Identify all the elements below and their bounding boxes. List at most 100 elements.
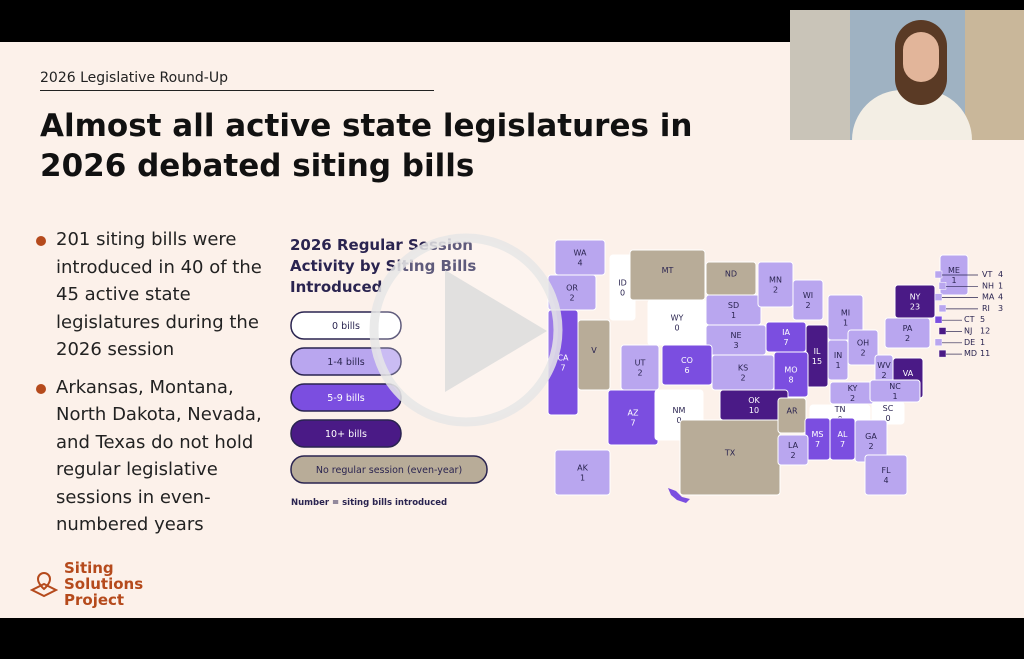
state-shape: [934, 293, 943, 301]
state-count: 15: [812, 357, 822, 366]
logo-text: Siting Solutions Project: [64, 559, 144, 609]
state-abbr: KS: [738, 364, 748, 373]
state-abbr: V: [591, 346, 597, 355]
legend-label: 5-9 bills: [327, 393, 364, 404]
state-count: 7: [560, 364, 565, 373]
state-shape: [554, 449, 611, 496]
state-count: 7: [815, 440, 820, 449]
state-abbr: CA: [557, 354, 569, 363]
state-count: 2: [860, 349, 865, 358]
state-count: 4: [577, 259, 582, 268]
state-count: 1: [835, 361, 840, 370]
state-abbr: WI: [803, 291, 813, 300]
state-abbr: AZ: [628, 409, 639, 418]
legend-label: 0 bills: [332, 321, 360, 332]
state-count: 1: [843, 319, 848, 328]
state-shape: [705, 294, 762, 326]
callout-count: 5: [980, 315, 985, 324]
state-count: 23: [910, 303, 920, 312]
bullet-list: 201 siting bills were introduced in 40 o…: [36, 226, 276, 549]
state-count: 4: [883, 476, 888, 485]
map-title-line: 2026 Regular Session: [290, 236, 473, 254]
state-count: 2: [805, 301, 810, 310]
state-shape: [711, 354, 775, 391]
state-shape: [938, 327, 947, 335]
legend-label: 1-4 bills: [327, 357, 364, 368]
callout-count: 12: [980, 327, 990, 336]
state-abbr: OH: [857, 339, 869, 348]
state-abbr: WY: [671, 314, 684, 323]
state-abbr: WV: [877, 361, 891, 370]
state-abbr: MT: [662, 266, 674, 275]
state-shape: [884, 317, 931, 349]
map-title-line: Activity by Siting Bills: [290, 257, 476, 275]
state-abbr: CO: [681, 356, 693, 365]
state-count: 2: [881, 371, 886, 380]
state-shape: [629, 249, 706, 301]
callout-count: 3: [998, 304, 1003, 313]
state-shape: [777, 397, 807, 434]
state-abbr: ND: [725, 270, 737, 279]
state-abbr: ID: [618, 279, 627, 288]
callout-abbr: RI: [982, 304, 990, 313]
state-count: 0: [674, 324, 679, 333]
state-count: 2: [773, 286, 778, 295]
legend-swatch: [290, 455, 488, 484]
callout-abbr: DE: [964, 338, 975, 347]
state-count: 7: [840, 440, 845, 449]
state-shape: [805, 324, 829, 388]
state-shape: [679, 419, 781, 496]
state-shape: [705, 261, 757, 296]
state-count: 2: [637, 369, 642, 378]
state-count: 7: [630, 419, 635, 428]
state-shape: [934, 338, 943, 347]
state-count: 1: [892, 392, 897, 401]
state-abbr: KY: [848, 384, 858, 393]
state-abbr: LA: [788, 441, 799, 450]
state-shape: [607, 389, 659, 446]
state-abbr: GA: [865, 432, 877, 441]
state-shape: [554, 239, 606, 276]
state-shape: [577, 319, 611, 391]
state-count: 1: [951, 276, 956, 285]
state-abbr: WA: [574, 249, 587, 258]
state-shape: [647, 299, 707, 346]
slide-title: Almost all active state legislatures in …: [40, 108, 693, 184]
state-abbr: MN: [769, 276, 782, 285]
state-count: 1: [580, 474, 585, 483]
state-abbr: IN: [834, 351, 842, 360]
bullet: 201 siting bills were introduced in 40 o…: [36, 226, 276, 364]
state-shape: [938, 349, 947, 358]
map-title: 2026 Regular Session Activity by Siting B…: [290, 236, 476, 296]
state-abbr: UT: [635, 359, 646, 368]
state-shape: [773, 351, 809, 398]
map-title-line: Introduced: [290, 278, 382, 296]
state-shape: [620, 344, 660, 391]
state-count: 0: [676, 416, 681, 425]
state-abbr: NY: [910, 293, 921, 302]
state-abbr: IL: [814, 347, 821, 356]
state-shape: [757, 261, 794, 308]
state-count: 10: [749, 406, 759, 415]
state-shape: [871, 401, 905, 425]
state-abbr: SD: [728, 301, 739, 310]
callout-abbr: CT: [964, 315, 975, 324]
state-shape: [934, 315, 943, 324]
state-abbr: OR: [566, 284, 578, 293]
state-abbr: TN: [834, 405, 846, 414]
state-abbr: MS: [812, 430, 824, 439]
state-shape: [847, 329, 879, 366]
state-count: 8: [788, 376, 793, 385]
callout-count: 1: [980, 338, 985, 347]
callout-count: 11: [980, 349, 990, 358]
state-shape: [777, 434, 809, 466]
state-count: 2: [905, 334, 910, 343]
legend-swatch: [290, 419, 402, 448]
callout-abbr: VT: [982, 270, 992, 279]
bullet: Arkansas, Montana, North Dakota, Nevada,…: [36, 374, 276, 539]
state-abbr: ME: [948, 266, 960, 275]
state-shape: [547, 309, 579, 416]
state-shape: [765, 321, 807, 353]
logo-icon: [30, 571, 58, 598]
